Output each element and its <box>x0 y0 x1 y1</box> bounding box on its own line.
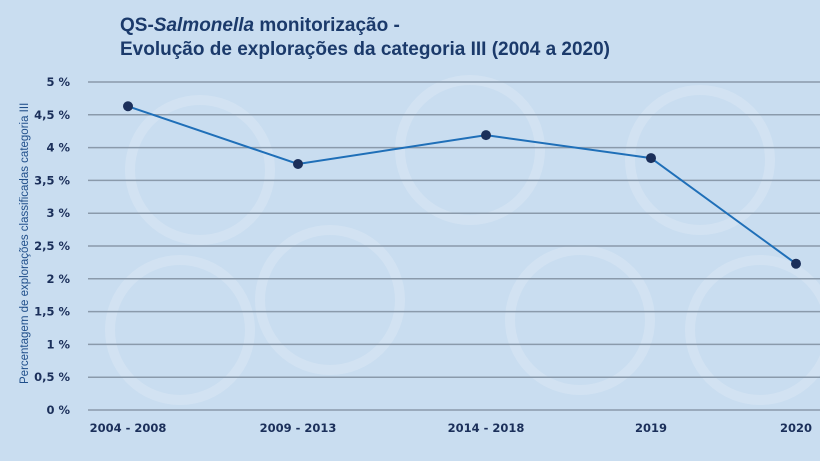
x-tick-label: 2019 <box>635 421 667 435</box>
data-point <box>293 159 303 169</box>
y-tick-label: 1 % <box>46 337 70 351</box>
watermark-shape <box>685 255 820 405</box>
title-prefix: QS- <box>120 15 154 36</box>
data-point <box>481 130 491 141</box>
x-tick-label: 2014 - 2018 <box>448 421 525 435</box>
watermark-shape <box>505 245 655 395</box>
data-point <box>646 153 656 164</box>
x-tick-label: 2009 - 2013 <box>260 421 337 435</box>
y-tick-label: 4 % <box>46 141 70 155</box>
y-tick-label: 0,5 % <box>34 370 70 384</box>
watermark-shape <box>395 75 545 225</box>
chart-title: QS-Salmonella monitorização - Evolução d… <box>120 14 610 62</box>
series-line <box>127 105 797 265</box>
y-tick-label: 3,5 % <box>34 173 70 187</box>
x-tick-label: 2004 - 2008 <box>90 421 167 435</box>
title-italic: Salmonella <box>153 15 255 36</box>
watermark-shape <box>255 225 405 375</box>
y-tick-label: 2,5 % <box>34 239 70 253</box>
y-tick-label: 5 % <box>46 75 70 89</box>
y-tick-label: 1,5 % <box>34 305 70 319</box>
title-line2: Evolução de explorações da categoria III… <box>120 39 611 60</box>
watermark-shape <box>625 85 775 235</box>
y-tick-label: 4,5 % <box>34 108 70 122</box>
data-point <box>791 258 801 269</box>
watermark-shape <box>105 255 255 405</box>
watermark-shape <box>125 95 275 245</box>
y-tick-label: 0 % <box>46 403 70 417</box>
x-tick-label: 2020 <box>780 421 812 435</box>
y-tick-label: 2 % <box>46 272 70 286</box>
title-suffix: monitorização - <box>254 15 400 36</box>
data-point <box>123 101 133 112</box>
y-tick-label: 3 % <box>46 206 70 220</box>
